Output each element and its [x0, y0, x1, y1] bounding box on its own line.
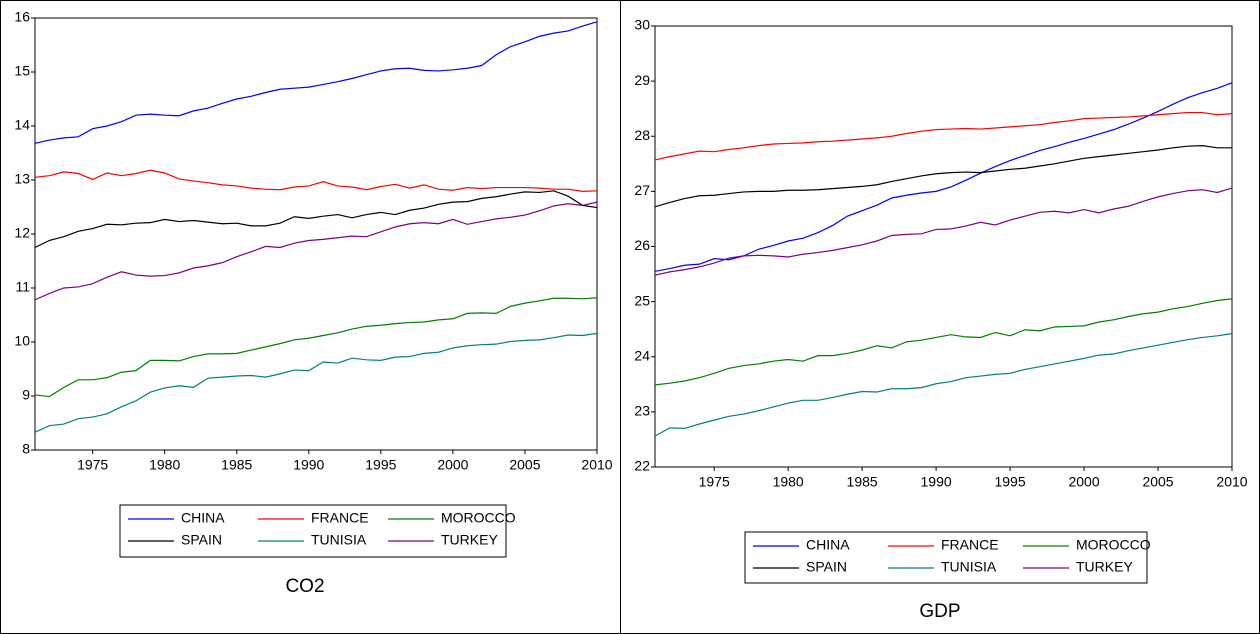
- y-tick-label: 28: [634, 127, 650, 143]
- y-tick-label: 26: [634, 237, 650, 253]
- chart-caption: GDP: [919, 601, 960, 622]
- x-tick-label: 2000: [1068, 474, 1099, 490]
- y-tick-label: 15: [14, 63, 30, 79]
- x-tick-label: 1975: [699, 474, 730, 490]
- legend-label: FRANCE: [311, 510, 369, 526]
- series-line: [654, 145, 1232, 208]
- legend-label: TURKEY: [441, 532, 498, 548]
- chart: 8 9 10 11 12 13 14 15 16 1975 1980 1985 1990 1995 2000…: [14, 9, 612, 597]
- chart: 22 23 24 25 26 27 28 29 30 1975 1980 1985 1990 1995 20…: [634, 17, 1247, 622]
- legend-box: [744, 531, 1148, 584]
- series-line: [654, 298, 1233, 386]
- y-tick-label: 25: [634, 292, 650, 308]
- legend-label: MOROCCO: [1076, 537, 1151, 553]
- series-line: [34, 190, 598, 249]
- y-tick-label: 14: [14, 117, 30, 133]
- series-line: [654, 333, 1233, 437]
- series-line: [654, 82, 1233, 272]
- series-line: [34, 297, 598, 398]
- series-line: [34, 201, 598, 301]
- legend-label: TUNISIA: [311, 532, 367, 548]
- y-tick-label: 22: [634, 458, 650, 474]
- x-tick-label: 2005: [509, 457, 540, 473]
- y-tick-label: 30: [634, 17, 650, 33]
- legend-label: MOROCCO: [441, 510, 516, 526]
- y-tick-label: 13: [14, 171, 30, 187]
- legend-label: TUNISIA: [941, 559, 997, 575]
- x-tick-label: 1985: [221, 457, 252, 473]
- x-tick-label: 1990: [921, 474, 952, 490]
- y-tick-label: 23: [634, 403, 650, 419]
- y-tick-label: 11: [15, 279, 30, 295]
- plot-area: [34, 17, 598, 451]
- series-line: [34, 21, 598, 144]
- x-tick-label: 1975: [77, 457, 108, 473]
- x-tick-label: 2000: [437, 457, 468, 473]
- legend-label: CHINA: [806, 537, 850, 553]
- legend-label: FRANCE: [941, 537, 999, 553]
- series-line: [654, 187, 1233, 276]
- y-tick-label: 27: [634, 182, 650, 198]
- series-line: [654, 111, 1233, 161]
- y-tick-label: 12: [14, 225, 30, 241]
- legend-label: CHINA: [181, 510, 225, 526]
- y-tick-label: 16: [14, 9, 30, 25]
- x-tick-label: 1985: [847, 474, 878, 490]
- x-tick-label: 1995: [365, 457, 396, 473]
- y-tick-label: 9: [22, 387, 30, 403]
- x-tick-label: 1980: [773, 474, 804, 490]
- legend-label: SPAIN: [806, 559, 847, 575]
- x-tick-label: 2010: [1216, 474, 1247, 490]
- y-tick-label: 29: [634, 72, 650, 88]
- y-tick-label: 24: [634, 347, 650, 363]
- x-tick-label: 1990: [293, 457, 324, 473]
- x-tick-label: 1995: [994, 474, 1025, 490]
- y-tick-label: 10: [14, 333, 30, 349]
- series-line: [34, 332, 598, 433]
- x-tick-label: 2005: [1142, 474, 1173, 490]
- x-tick-label: 1980: [149, 457, 180, 473]
- legend-label: TURKEY: [1076, 559, 1133, 575]
- series-line: [34, 169, 598, 192]
- x-tick-label: 2010: [581, 457, 612, 473]
- legend-label: SPAIN: [181, 532, 222, 548]
- chart-caption: CO2: [285, 576, 324, 597]
- legend-box: [119, 504, 507, 558]
- y-tick-label: 8: [22, 441, 30, 457]
- plot-area: [654, 25, 1233, 468]
